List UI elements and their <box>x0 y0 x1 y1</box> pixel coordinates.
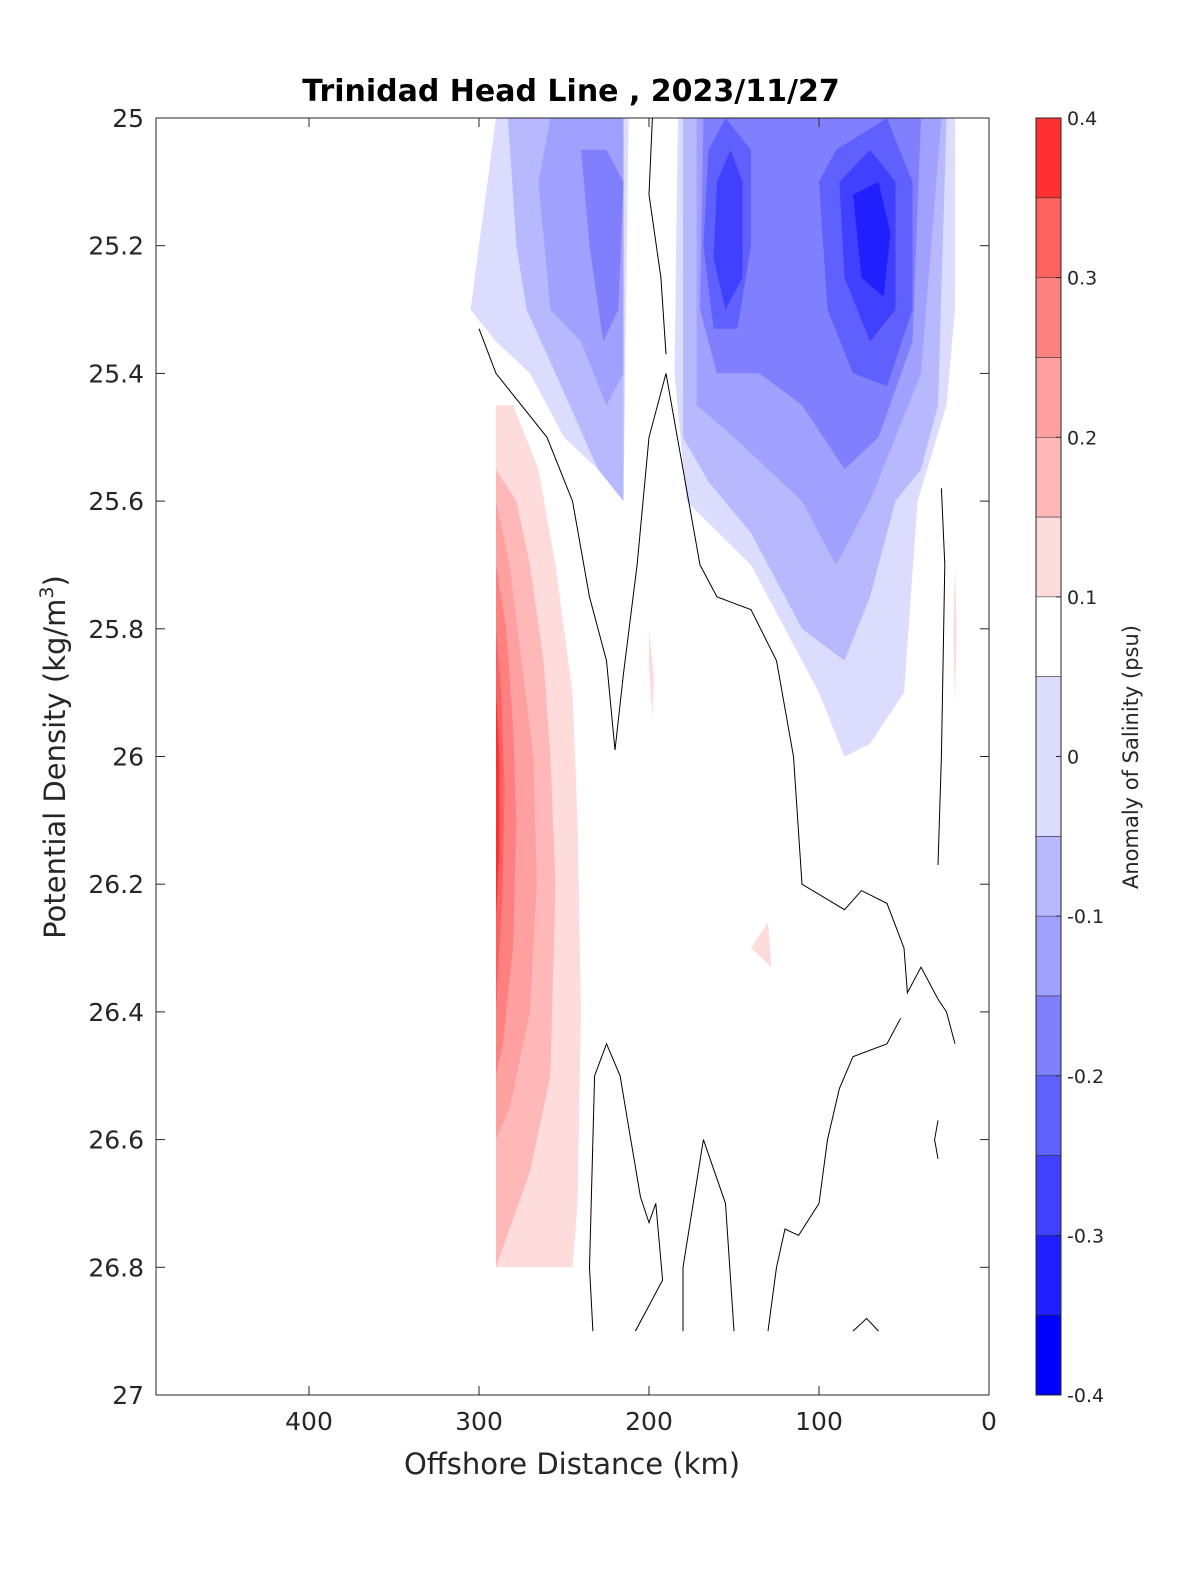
colorbar-tick-label: -0.1 <box>1067 906 1104 928</box>
y-tick-label: 26.8 <box>88 1253 144 1282</box>
y-tick-label: 25.6 <box>88 487 144 516</box>
colorbar-swatch <box>1036 596 1061 677</box>
zero-contour-lines <box>478 117 956 1332</box>
colorbar-swatch <box>1036 197 1061 278</box>
x-axis-label: Offshore Distance (km) <box>404 1447 740 1481</box>
contour-region-pos-blob-200 <box>649 628 655 719</box>
y-tick-label: 25.8 <box>88 615 144 644</box>
contour-region-pos-band5 <box>496 628 505 1012</box>
y-tick-label: 25.4 <box>88 359 144 388</box>
colorbar-swatch <box>1036 836 1061 917</box>
y-tick-label: 26.6 <box>88 1126 144 1155</box>
colorbar-tick-label: 0.4 <box>1067 108 1097 130</box>
chart-title: Trinidad Head Line , 2023/11/27 <box>302 74 839 109</box>
zero-contour-line-9 <box>852 1317 879 1332</box>
zero-contour-line-2 <box>614 373 956 1044</box>
zero-contour-line-3 <box>648 117 667 355</box>
zero-contour-line-5 <box>682 1139 735 1332</box>
colorbar-label: Anomaly of Salinity (psu) <box>1119 625 1143 889</box>
y-axis-label-main: Potential Density (kg/m <box>38 599 72 939</box>
colorbar: 0.4 0.3 0.2 0.1 0 -0.1 -0.2 -0.3 -0.4 <box>1035 108 1104 1407</box>
zero-contour-line-4 <box>588 1042 664 1332</box>
y-tick-label: 25.2 <box>88 232 144 261</box>
colorbar-swatch <box>1036 277 1061 358</box>
y-tick-label: 26 <box>112 743 144 772</box>
x-tick-label: 400 <box>285 1407 333 1436</box>
colorbar-swatch <box>1036 517 1061 597</box>
colorbar-swatch <box>1036 1235 1061 1316</box>
contour-region-neg-band7-nearshore <box>853 181 891 297</box>
colorbar-swatch <box>1036 118 1061 198</box>
contour-region-neg-band4-offshore <box>581 149 624 342</box>
colorbar-tick-label: -0.2 <box>1067 1066 1104 1088</box>
plot-area: 400 300 200 100 0 25 25.2 25.4 25.6 25.8 26 26.2 26… <box>88 104 997 1436</box>
zero-contour-line-7 <box>937 488 946 866</box>
colorbar-tick-label: -0.3 <box>1067 1225 1104 1247</box>
colorbar-tick-label: 0.1 <box>1067 587 1097 609</box>
y-axis-label: Potential Density (kg/m3) <box>36 575 72 939</box>
x-tick-label: 100 <box>795 1407 843 1436</box>
x-tick-label: 0 <box>981 1407 997 1436</box>
contour-fill-regions <box>470 118 957 1268</box>
zero-contour-line-8 <box>934 1120 939 1159</box>
x-tick-label: 200 <box>625 1407 673 1436</box>
contour-region-pos-band6 <box>496 692 500 917</box>
colorbar-tick-label: 0.2 <box>1067 427 1097 449</box>
zero-contour-line-6 <box>767 1018 902 1332</box>
colorbar-swatch <box>1036 357 1061 438</box>
colorbar-swatch <box>1036 1155 1061 1236</box>
colorbar-swatches <box>1036 118 1061 1395</box>
y-axis-ticks: 25 25.2 25.4 25.6 25.8 26 26.2 26.4 26.6 26.8 27 <box>88 104 989 1410</box>
colorbar-ticks: 0.4 0.3 0.2 0.1 0 -0.1 -0.2 -0.3 -0.4 <box>1056 108 1104 1407</box>
colorbar-swatch <box>1036 916 1061 996</box>
y-tick-label: 26.2 <box>88 870 144 899</box>
contour-region-neg-band6-nearshore-a <box>713 149 743 310</box>
contour-region-pos-blob-130 <box>751 922 772 968</box>
colorbar-swatch <box>1036 437 1061 518</box>
colorbar-tick-label: -0.4 <box>1067 1385 1104 1407</box>
y-tick-label: 25 <box>112 104 144 133</box>
y-tick-label: 27 <box>112 1381 144 1410</box>
zero-contour-line-1 <box>478 328 616 751</box>
y-axis-label-superscript: 3 <box>36 586 58 598</box>
x-axis-ticks: 400 300 200 100 0 <box>285 118 997 1436</box>
colorbar-tick-label: 0 <box>1067 747 1079 769</box>
colorbar-swatch <box>1036 1075 1061 1156</box>
contour-region-pos-blob-20 <box>953 564 957 706</box>
y-axis-label-close: ) <box>38 575 72 586</box>
colorbar-swatch <box>1036 1315 1061 1395</box>
x-tick-label: 300 <box>455 1407 503 1436</box>
y-tick-label: 26.4 <box>88 998 144 1027</box>
colorbar-tick-label: 0.3 <box>1067 268 1097 290</box>
colorbar-swatch <box>1036 995 1061 1076</box>
